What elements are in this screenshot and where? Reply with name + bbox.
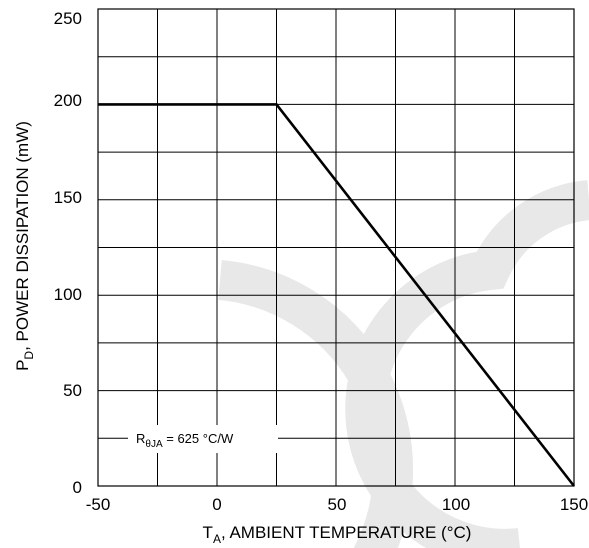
x-tick-labels: -50 0 50 100 150: [86, 495, 588, 514]
plot-area: [97, 8, 576, 487]
y-tick-label: 50: [63, 381, 82, 400]
x-axis-title-rest: , AMBIENT TEMPERATURE (°C): [221, 523, 472, 542]
annotation-rest: = 625 °C/W: [163, 431, 234, 446]
x-tick-label: 100: [442, 495, 470, 514]
y-tick-labels: 0 50 100 150 200 250: [54, 9, 82, 497]
y-tick-label: 150: [54, 188, 82, 207]
x-tick-label: 0: [212, 495, 221, 514]
x-tick-label: -50: [86, 495, 111, 514]
y-tick-label: 250: [54, 9, 82, 28]
x-axis-title-sub: A: [213, 532, 221, 546]
y-axis-title-rest: , POWER DISSIPATION (mW): [13, 121, 32, 351]
x-tick-label: 150: [560, 495, 588, 514]
annotation-main: R: [136, 431, 145, 446]
annotation-background: [128, 425, 278, 453]
plot-frame: [97, 8, 575, 487]
y-tick-label: 0: [73, 478, 82, 497]
x-tick-label: 50: [328, 495, 347, 514]
watermark-arc-right: [345, 180, 589, 548]
y-axis-title-main: P: [13, 360, 32, 371]
watermark: [217, 180, 589, 548]
x-axis-title-main: T: [203, 523, 213, 542]
series-line: [98, 103, 576, 487]
y-axis-title: PD, POWER DISSIPATION (mW): [13, 121, 36, 371]
x-axis-title: TA, AMBIENT TEMPERATURE (°C): [203, 523, 472, 546]
y-tick-label: 200: [54, 91, 82, 110]
y-axis-title-sub: D: [22, 351, 36, 360]
annotation-sub: θJA: [145, 439, 163, 450]
y-tick-label: 100: [54, 285, 82, 304]
annotation: RθJA = 625 °C/W: [136, 431, 234, 450]
